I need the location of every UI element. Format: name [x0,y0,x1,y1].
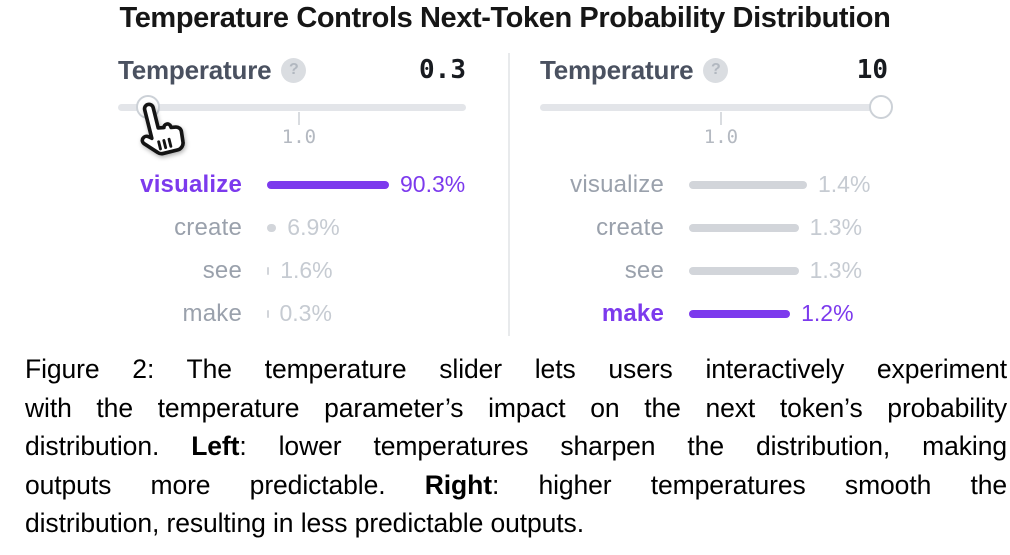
token-label: visualize [570,170,664,198]
token-probability-value: 1.2% [801,300,854,326]
caption-bold: Right [424,469,492,500]
temperature-header: Temperature ? 0.3 [118,54,466,86]
token-probability-value: 90.3% [400,171,466,197]
caption-text: Figure 2: The temperature slider lets us… [25,354,1007,384]
caption-line: Figure 2: The temperature slider lets us… [25,350,1007,389]
caption-line: distribution. Left: lower temperatures s… [25,427,1007,466]
token-probability-value: 0.3% [279,300,332,326]
token-probability-bar [689,223,799,232]
token-label: make [182,299,242,327]
slider-tick [297,112,300,125]
token-probability-bar [267,223,277,232]
temperature-header: Temperature ? 10 [540,54,888,86]
temperature-label: Temperature [540,54,694,85]
token-probability-value: 1.3% [809,257,863,283]
caption-text: outputs more predictable. [25,469,425,500]
figure-caption: Figure 2: The temperature slider lets us… [25,350,1007,543]
token-probability-value: 1.6% [280,257,333,283]
caption-text: : higher temperatures smooth the [491,469,1007,500]
slider-tick-label: 1.0 [703,126,739,148]
slider-thumb[interactable] [869,95,894,119]
question-mark-icon[interactable]: ? [703,57,729,83]
token-row: visualize 90.3% [118,163,466,206]
slider-track[interactable] [540,104,888,111]
caption-bold: Left [191,431,240,461]
figure-title: Temperature Controls Next-Token Probabil… [119,2,891,34]
token-probability-value: 6.9% [287,214,340,240]
token-label: see [202,256,242,284]
token-probability-bar [267,180,389,189]
token-list: visualize 90.3% create 6.9% see 1.6% mak… [118,163,466,335]
temperature-value: 0.3 [419,55,466,85]
token-probability-value: 1.4% [818,171,871,197]
caption-text: : lower temperatures sharpen the distrib… [239,431,1007,461]
caption-line: outputs more predictable. Right: higher … [25,466,1007,505]
token-row: create 6.9% [118,206,466,249]
slider-tick [719,112,722,125]
token-label: see [624,256,664,284]
token-row: create 1.3% [540,206,888,249]
caption-line: with the temperature parameter’s impact … [25,389,1007,428]
token-label: create [174,213,242,241]
token-row: see 1.3% [540,249,888,292]
token-probability-value: 1.3% [809,214,863,240]
token-list: visualize 1.4% create 1.3% see 1.3% make… [540,163,888,335]
caption-text: distribution, resulting in less predicta… [25,508,584,538]
slider-tick-label: 1.0 [281,126,317,148]
token-label: make [601,299,664,327]
token-row: make 1.2% [540,292,888,335]
temperature-label: Temperature [118,54,272,85]
token-label: visualize [140,170,242,198]
token-probability-bar [689,180,807,189]
token-probability-bar [689,266,799,275]
token-probability-bar [689,309,791,318]
token-probability-bar [267,309,269,318]
panel-right: Temperature ? 10 1.0 visualize 1.4% crea… [540,54,894,330]
token-row: visualize 1.4% [540,163,888,206]
token-row: see 1.6% [118,249,466,292]
caption-text: distribution. [25,431,192,461]
panel-left: Temperature ? 0.3 1.0 visualize 90.3% cr… [118,55,466,330]
token-row: make 0.3% [118,292,466,335]
caption-text: with the temperature parameter’s impact … [25,392,1007,423]
token-label: create [596,213,664,241]
caption-line: distribution, resulting in less predicta… [25,504,1007,543]
question-mark-icon[interactable]: ? [281,57,307,83]
slider-track[interactable] [118,104,466,111]
temperature-value: 10 [856,55,888,85]
token-probability-bar [267,266,270,275]
panel-divider [508,53,510,336]
hand-cursor-icon [140,102,185,156]
